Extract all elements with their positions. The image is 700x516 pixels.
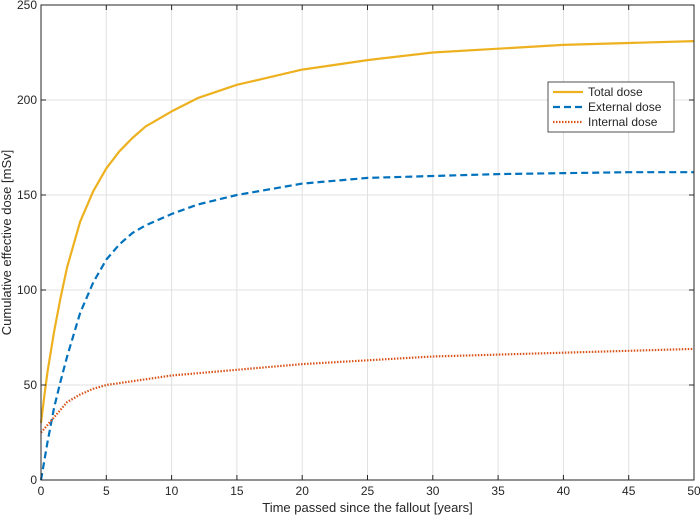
x-tick-label: 10 (165, 484, 179, 498)
y-tick-label: 250 (17, 0, 37, 12)
series-line-total-dose (39, 40, 695, 424)
x-tick-label: 35 (491, 484, 505, 498)
y-tick-label: 150 (17, 188, 37, 202)
y-tick-label: 100 (17, 283, 37, 297)
x-tick-label: 20 (296, 484, 310, 498)
x-tick-label: 15 (230, 484, 244, 498)
series-line-internal-dose (40, 347, 695, 434)
legend-label-external-dose: External dose (588, 100, 662, 114)
x-tick-label: 0 (38, 484, 45, 498)
series-line-external-dose (39, 171, 694, 481)
y-tick-label: 0 (30, 473, 37, 487)
series-layer (39, 40, 695, 481)
legend: Total dose External dose Internal dose (547, 81, 675, 133)
x-tick-label: 50 (687, 484, 700, 498)
y-axis-label: Cumulative effective dose [mSv] (0, 150, 14, 335)
y-tick-label: 50 (24, 378, 38, 392)
legend-label-internal-dose: Internal dose (588, 115, 658, 129)
y-tick-label: 200 (17, 93, 37, 107)
ticks: 0 5 10 15 20 25 30 35 40 45 50 0 50 100 150 200 250 (17, 0, 700, 498)
x-tick-label: 40 (557, 484, 571, 498)
legend-label-total-dose: Total dose (588, 85, 643, 99)
x-tick-label: 45 (622, 484, 636, 498)
x-tick-label: 30 (426, 484, 440, 498)
x-axis-label: Time passed since the fallout [years] (262, 500, 473, 515)
x-tick-label: 25 (361, 484, 375, 498)
x-tick-label: 5 (103, 484, 110, 498)
